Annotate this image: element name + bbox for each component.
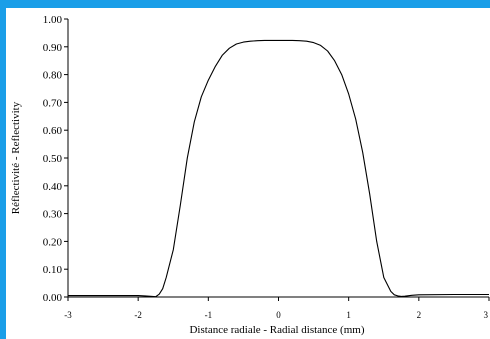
chart-plot-area <box>68 39 489 298</box>
x-tick-label: -3 <box>64 310 72 320</box>
y-axis-label: Réflectivité - Reflectivity <box>10 101 22 214</box>
x-tick-label: -1 <box>205 310 213 320</box>
y-tick-label: 0.30 <box>43 209 63 221</box>
y-tick-label: 0.40 <box>43 181 63 193</box>
chart-axes: 0.00 0.10 0.20 0.30 0.40 0.50 0.60 0.70 0.80 0.90… <box>43 14 490 320</box>
series-line <box>68 39 489 298</box>
y-tick-label: 0.70 <box>43 97 63 109</box>
x-tick-label: 0 <box>276 310 281 320</box>
x-tick-label: -2 <box>134 310 142 320</box>
y-tick-label: 0.90 <box>43 42 63 54</box>
x-tick-label: 3 <box>484 310 489 320</box>
x-tick-label: 2 <box>417 310 422 320</box>
chart-canvas <box>6 8 490 339</box>
y-tick-label: 0.60 <box>43 125 63 137</box>
y-tick-label: 0.00 <box>43 292 63 304</box>
y-tick-label: 0.10 <box>43 264 63 276</box>
y-tick-label: 0.20 <box>43 236 63 248</box>
y-tick-label: 0.50 <box>43 153 63 165</box>
y-tick-label: 1.00 <box>43 14 63 26</box>
y-tick-label: 0.80 <box>43 70 63 82</box>
x-axis-label: Distance radiale - Radial distance (mm) <box>189 324 364 336</box>
x-tick-label: 1 <box>346 310 351 320</box>
